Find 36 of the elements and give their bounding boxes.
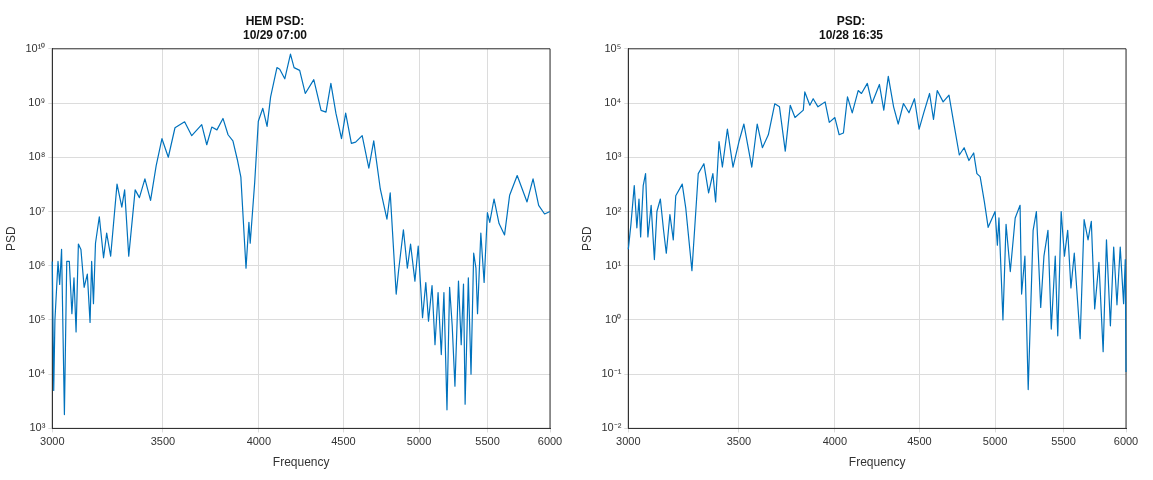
x-tick-label: 3500 [150, 435, 176, 448]
x-axis-title: Frequency [272, 455, 330, 470]
y-tick-label: 10⁻² [601, 421, 622, 434]
y-tick-label: 10⁷ [29, 204, 46, 217]
y-tick-label: 10³ [605, 150, 622, 163]
y-tick-label: 10⁴ [604, 96, 622, 109]
y-tick-label: 10⁴ [28, 367, 46, 380]
y-tick-label: 10⁶ [28, 258, 46, 271]
x-tick-label: 3000 [616, 435, 641, 448]
x-tick-label: 6000 [537, 435, 563, 448]
y-tick-label: 10⁹ [28, 96, 46, 109]
y-tick-label: 10¹⁰ [25, 41, 46, 54]
x-tick-label: 4500 [907, 435, 932, 448]
x-tick-label: 4500 [331, 435, 356, 448]
y-tick-label: 10² [605, 204, 622, 217]
y-tick-label: 10¹ [605, 258, 622, 271]
chart-title: PSD: 10/28 16:35 [818, 13, 884, 42]
x-axis-title: Frequency [848, 455, 906, 470]
y-tick-label: 10⁵ [604, 41, 622, 54]
y-tick-label: 10³ [29, 421, 46, 434]
y-tick-label: 10⁸ [28, 150, 46, 163]
x-tick-label: 3000 [40, 435, 65, 448]
x-tick-label: 4000 [822, 435, 848, 448]
x-tick-label: 5500 [475, 435, 500, 448]
x-tick-label: 3500 [726, 435, 752, 448]
chart-title: HEM PSD: 10/29 07:00 [242, 13, 308, 42]
x-tick-label: 4000 [246, 435, 272, 448]
x-tick-label: 5000 [982, 435, 1008, 448]
y-tick-label: 10⁻¹ [601, 367, 622, 380]
x-tick-label: 6000 [1113, 435, 1139, 448]
y-tick-label: 10⁵ [28, 312, 46, 325]
y-tick-label: 10⁰ [605, 312, 622, 325]
y-axis-title: PSD [579, 225, 594, 251]
y-axis-title: PSD [3, 225, 18, 251]
x-tick-label: 5000 [406, 435, 432, 448]
x-tick-label: 5500 [1051, 435, 1076, 448]
